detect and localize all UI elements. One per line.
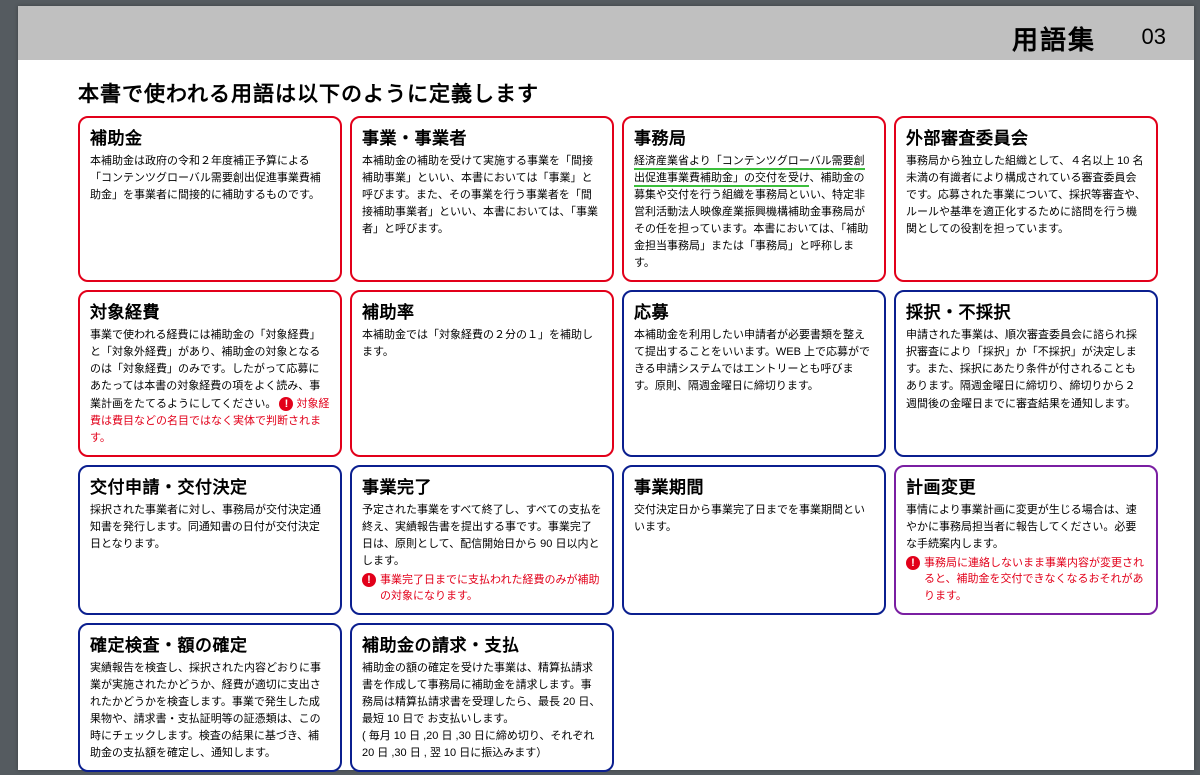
card-jigyo-kanryo: 事業完了 予定された事業をすべて終了し、すべての支払を終え、実績報告書を提出する… [350, 465, 614, 615]
card-body: 本補助金の補助を受けて実施する事業を「間接補助事業」といい、本書においては「事業… [362, 153, 602, 238]
header-page-number: 03 [1142, 24, 1166, 50]
card-title: 計画変更 [906, 473, 1146, 498]
card-body: 申請された事業は、順次審査委員会に諮られ採択審査により「採択」か「不採択」が決定… [906, 327, 1146, 412]
document-page: 用語集 03 本書で使われる用語は以下のように定義します 補助金 本補助金は政府… [18, 6, 1194, 770]
pdf-viewer-frame: 用語集 03 本書で使われる用語は以下のように定義します 補助金 本補助金は政府… [0, 0, 1200, 775]
card-saitaku: 採択・不採択 申請された事業は、順次審査委員会に諮られ採択審査により「採択」か「… [894, 290, 1158, 456]
card-title: 事業完了 [362, 473, 602, 498]
card-jigyo-kikan: 事業期間 交付決定日から事業完了日までを事業期間といいます。 [622, 465, 886, 615]
card-body: 事務局から独立した組織として、４名以上 10 名未満の有識者により構成されている… [906, 153, 1146, 238]
card-title: 交付申請・交付決定 [90, 473, 330, 498]
card-title: 採択・不採択 [906, 298, 1146, 323]
card-body: 交付決定日から事業完了日までを事業期間といいます。 [634, 502, 874, 536]
card-body: 本補助金では「対象経費の２分の１」を補助します。 [362, 327, 602, 361]
card-body: 補助金の額の確定を受けた事業は、精算払請求書を作成して事務局に補助金を請求します… [362, 660, 602, 762]
card-hojoritsu: 補助率 本補助金では「対象経費の２分の１」を補助します。 [350, 290, 614, 456]
glossary-grid: 補助金 本補助金は政府の令和２年度補正予算による「コンテンツグローバル需要創出促… [78, 116, 1158, 772]
card-kakutei-kensa: 確定検査・額の確定 実績報告を検査し、採択された内容どおりに事業が実施されたかど… [78, 623, 342, 772]
card-body: 実績報告を検査し、採択された内容どおりに事業が実施されたかどうか、経費が適切に支… [90, 660, 330, 762]
warning-block: ! 事業完了日までに支払われた経費のみが補助の対象になります。 [362, 572, 602, 605]
card-title: 補助金の請求・支払 [362, 631, 602, 656]
card-body: 経済産業省より「コンテンツグローバル需要創出促進事業費補助金」の交付を受け、補助… [634, 153, 874, 272]
card-body: 事情により事業計画に変更が生じる場合は、速やかに事務局担当者に報告してください。… [906, 502, 1146, 553]
card-jigyo-jigyosha: 事業・事業者 本補助金の補助を受けて実施する事業を「間接補助事業」といい、本書に… [350, 116, 614, 282]
card-kofu-shinsei: 交付申請・交付決定 採択された事業者に対し、事務局が交付決定通知書を発行します。… [78, 465, 342, 615]
card-body: 採択された事業者に対し、事務局が交付決定通知書を発行します。同通知書の日付が交付… [90, 502, 330, 553]
card-keikaku-henko: 計画変更 事情により事業計画に変更が生じる場合は、速やかに事務局担当者に報告して… [894, 465, 1158, 615]
rest-text: 、補助金の募集や交付を行う組織を事務局といい、特定非営利活動法人映像産業振興機構… [634, 172, 868, 269]
card-body: 事業で使われる経費には補助金の「対象経費」と「対象外経費」があり、補助金の対象と… [90, 327, 330, 446]
card-body: 本補助金を利用したい申請者が必要書類を整えて提出することをいいます。WEB 上で… [634, 327, 874, 395]
warning-text: 事務局に連絡しないまま事業内容が変更されると、補助金を交付できなくなるおそれがあ… [924, 555, 1146, 605]
card-title: 事務局 [634, 124, 874, 149]
card-title: 対象経費 [90, 298, 330, 323]
warning-icon: ! [279, 397, 293, 411]
card-title: 確定検査・額の確定 [90, 631, 330, 656]
warning-text: 事業完了日までに支払われた経費のみが補助の対象になります。 [380, 572, 602, 605]
warning-block: ! 事務局に連絡しないまま事業内容が変更されると、補助金を交付できなくなるおそれ… [906, 555, 1146, 605]
card-title: 事業期間 [634, 473, 874, 498]
page-subtitle: 本書で使われる用語は以下のように定義します [78, 78, 539, 108]
warning-icon: ! [906, 556, 920, 570]
card-taisho-keihi: 対象経費 事業で使われる経費には補助金の「対象経費」と「対象外経費」があり、補助… [78, 290, 342, 456]
card-body: 本補助金は政府の令和２年度補正予算による「コンテンツグローバル需要創出促進事業費… [90, 153, 330, 204]
card-gaibu-shinsa: 外部審査委員会 事務局から独立した組織として、４名以上 10 名未満の有識者によ… [894, 116, 1158, 282]
card-seikyu-shiharai: 補助金の請求・支払 補助金の額の確定を受けた事業は、精算払請求書を作成して事務局… [350, 623, 614, 772]
card-title: 外部審査委員会 [906, 124, 1146, 149]
card-title: 補助金 [90, 124, 330, 149]
card-body: 予定された事業をすべて終了し、すべての支払を終え、実績報告書を提出する事です。事… [362, 502, 602, 570]
card-title: 補助率 [362, 298, 602, 323]
card-title: 応募 [634, 298, 874, 323]
card-oubo: 応募 本補助金を利用したい申請者が必要書類を整えて提出することをいいます。WEB… [622, 290, 886, 456]
card-hojokin: 補助金 本補助金は政府の令和２年度補正予算による「コンテンツグローバル需要創出促… [78, 116, 342, 282]
warning-icon: ! [362, 573, 376, 587]
header-title: 用語集 [1012, 20, 1096, 57]
card-title: 事業・事業者 [362, 124, 602, 149]
card-jimukyoku: 事務局 経済産業省より「コンテンツグローバル需要創出促進事業費補助金」の交付を受… [622, 116, 886, 282]
